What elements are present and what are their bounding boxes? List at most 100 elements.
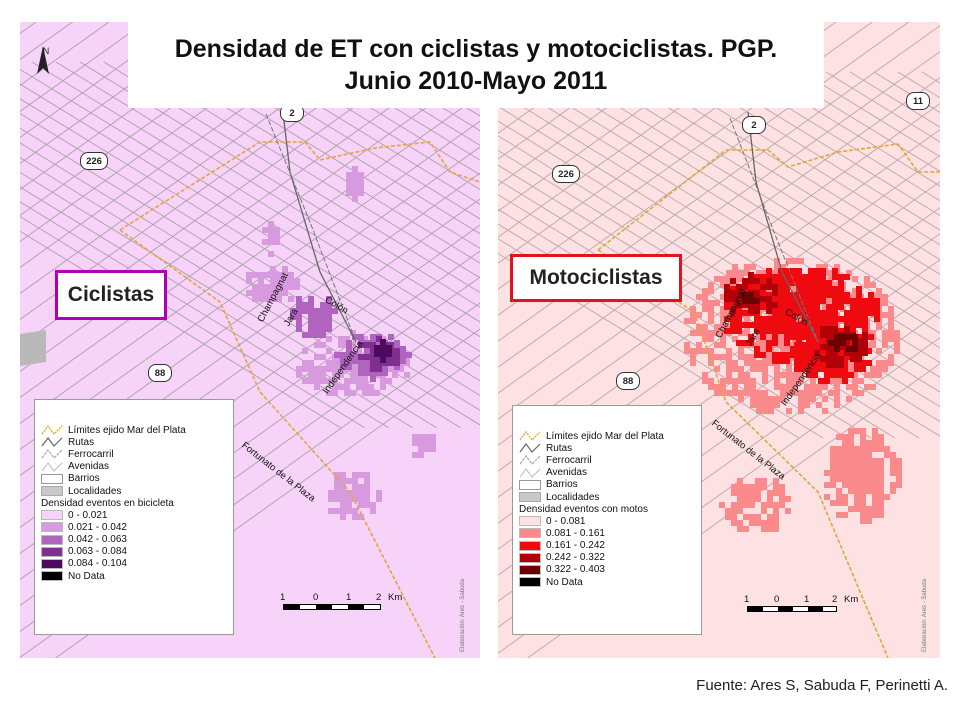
- street-line: [825, 71, 940, 143]
- density-cell: [864, 384, 870, 390]
- density-cell: [346, 502, 352, 508]
- density-cell: [820, 292, 826, 298]
- density-cell: [784, 268, 790, 274]
- density-cell: [252, 284, 258, 290]
- density-cell: [270, 296, 276, 302]
- density-cell: [750, 396, 756, 402]
- density-cell: [792, 258, 798, 264]
- density-cell: [276, 272, 282, 278]
- density-cell: [796, 280, 802, 286]
- density-cell: [708, 348, 714, 354]
- route-88-shield: 88: [616, 372, 640, 390]
- density-cell: [832, 310, 838, 316]
- density-cell: [350, 372, 356, 378]
- density-cell: [340, 490, 346, 496]
- legend-class-label: 0.084 - 0.104: [68, 558, 127, 570]
- legend-item: Ferrocarril: [41, 448, 227, 460]
- legend-class: 0 - 0.021: [41, 509, 227, 521]
- legend-class: 0.063 - 0.084: [41, 546, 227, 558]
- density-cell: [832, 268, 838, 274]
- density-cell: [876, 366, 882, 372]
- density-cell: [826, 322, 832, 328]
- density-cell: [772, 340, 778, 346]
- route-line: [281, 103, 357, 343]
- density-cell: [814, 316, 820, 322]
- density-cell: [836, 458, 842, 464]
- density-cell: [774, 396, 780, 402]
- density-cell: [848, 506, 854, 512]
- density-cell: [844, 350, 850, 356]
- density-cell: [364, 354, 370, 360]
- density-cell: [808, 292, 814, 298]
- street-line: [79, 61, 480, 308]
- density-cell: [731, 484, 737, 490]
- density-cell: [800, 354, 806, 360]
- density-cell: [802, 274, 808, 280]
- density-cell: [850, 310, 856, 316]
- density-cell: [820, 298, 826, 304]
- density-cell: [340, 478, 346, 484]
- density-cell: [736, 316, 742, 322]
- density-cell: [326, 308, 332, 314]
- density-cell: [334, 472, 340, 478]
- legend-item: Avenidas: [519, 467, 695, 479]
- density-cell: [816, 264, 822, 270]
- density-cell: [274, 233, 280, 239]
- legend-class: 0.161 - 0.242: [519, 540, 695, 552]
- legend-class: 0.322 - 0.403: [519, 564, 695, 576]
- density-cell: [766, 268, 772, 274]
- density-cell: [748, 298, 754, 304]
- density-cell: [854, 470, 860, 476]
- density-cell: [878, 458, 884, 464]
- legend-item: Localidades: [41, 485, 227, 497]
- density-cell: [737, 502, 743, 508]
- route-88-shield: 88: [148, 364, 172, 382]
- density-cell: [836, 464, 842, 470]
- density-cell: [744, 384, 750, 390]
- density-cell: [380, 345, 386, 351]
- legend-item: Límites ejido Mar del Plata: [519, 430, 695, 442]
- density-cell: [790, 310, 796, 316]
- density-cell: [810, 390, 816, 396]
- density-cell: [724, 304, 730, 310]
- legend-class-label: 0.063 - 0.084: [68, 546, 127, 558]
- density-cell: [352, 478, 358, 484]
- density-cell: [824, 482, 830, 488]
- legend-color-swatch: [519, 516, 541, 527]
- density-cell: [314, 378, 320, 384]
- density-cell: [358, 514, 364, 520]
- density-cell: [754, 286, 760, 292]
- density-cell: [756, 396, 762, 402]
- density-cell: [742, 284, 748, 290]
- density-cell: [344, 384, 350, 390]
- density-cell: [750, 354, 756, 360]
- density-cell: [774, 270, 780, 276]
- density-cell: [690, 360, 696, 366]
- density-cell: [276, 290, 282, 296]
- density-cell: [264, 272, 270, 278]
- legend-item-label: Avenidas: [546, 467, 587, 479]
- density-cell: [802, 286, 808, 292]
- density-cell: [308, 326, 314, 332]
- density-cell: [364, 490, 370, 496]
- density-cell: [802, 328, 808, 334]
- density-cell: [290, 314, 296, 320]
- legend-class: 0.084 - 0.104: [41, 558, 227, 570]
- density-cell: [773, 508, 779, 514]
- density-cell: [320, 326, 326, 332]
- density-cell: [772, 280, 778, 286]
- density-cell: [816, 402, 822, 408]
- density-cell: [794, 354, 800, 360]
- density-cell: [802, 322, 808, 328]
- density-cell: [308, 302, 314, 308]
- density-cell: [282, 278, 288, 284]
- density-cell: [380, 384, 386, 390]
- density-cell: [708, 312, 714, 318]
- density-cell: [742, 292, 748, 298]
- density-cell: [820, 286, 826, 292]
- density-cell: [768, 312, 774, 318]
- density-cell: [346, 190, 352, 196]
- density-cell: [350, 390, 356, 396]
- legend-item: Barrios: [41, 473, 227, 485]
- density-cell: [844, 292, 850, 298]
